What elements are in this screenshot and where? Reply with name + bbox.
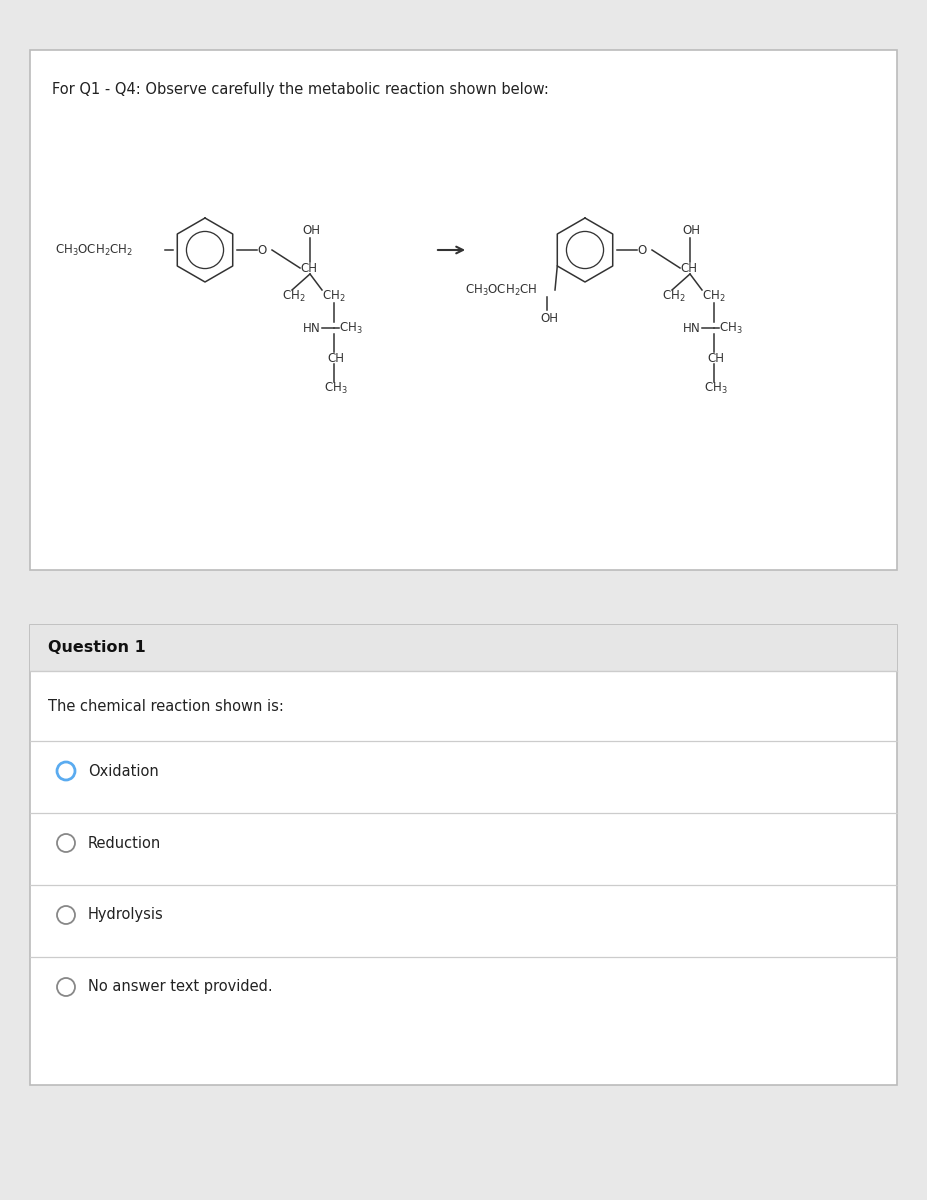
Bar — [30, 50, 897, 570]
Text: OH: OH — [540, 312, 558, 324]
Text: For Q1 - Q4: Observe carefully the metabolic reaction shown below:: For Q1 - Q4: Observe carefully the metab… — [52, 82, 549, 97]
Text: CH: CH — [707, 352, 724, 365]
Text: O: O — [257, 244, 266, 257]
Text: Question 1: Question 1 — [48, 641, 146, 655]
Text: $\mathregular{CH_2}$: $\mathregular{CH_2}$ — [322, 288, 346, 304]
Text: CH: CH — [680, 262, 697, 275]
Text: $\mathregular{CH_3}$: $\mathregular{CH_3}$ — [324, 380, 348, 396]
Text: Hydrolysis: Hydrolysis — [88, 907, 164, 923]
Text: $\mathregular{CH_3OCH_2CH_2}$: $\mathregular{CH_3OCH_2CH_2}$ — [55, 242, 133, 258]
Text: $\mathregular{CH_3}$: $\mathregular{CH_3}$ — [339, 320, 362, 336]
Text: $\mathregular{HN}$: $\mathregular{HN}$ — [302, 322, 321, 335]
Text: $\mathregular{CH_2}$: $\mathregular{CH_2}$ — [702, 288, 726, 304]
Text: O: O — [637, 244, 646, 257]
Text: $\mathregular{CH_2}$: $\mathregular{CH_2}$ — [282, 288, 306, 304]
Text: Reduction: Reduction — [88, 835, 161, 851]
Text: $\mathregular{CH_3}$: $\mathregular{CH_3}$ — [719, 320, 743, 336]
Text: CH: CH — [300, 262, 317, 275]
Text: The chemical reaction shown is:: The chemical reaction shown is: — [48, 698, 284, 714]
Text: CH: CH — [327, 352, 344, 365]
Text: OH: OH — [682, 223, 700, 236]
Bar — [30, 625, 897, 1085]
Text: $\mathregular{CH_2}$: $\mathregular{CH_2}$ — [662, 288, 686, 304]
Bar — [30, 625, 897, 671]
Text: No answer text provided.: No answer text provided. — [88, 979, 273, 995]
Text: OH: OH — [302, 223, 320, 236]
Text: $\mathregular{CH_3}$: $\mathregular{CH_3}$ — [704, 380, 728, 396]
Text: $\mathregular{HN}$: $\mathregular{HN}$ — [682, 322, 701, 335]
Text: $\mathregular{CH_3OCH_2CH}$: $\mathregular{CH_3OCH_2CH}$ — [465, 282, 538, 298]
Text: Oxidation: Oxidation — [88, 763, 159, 779]
